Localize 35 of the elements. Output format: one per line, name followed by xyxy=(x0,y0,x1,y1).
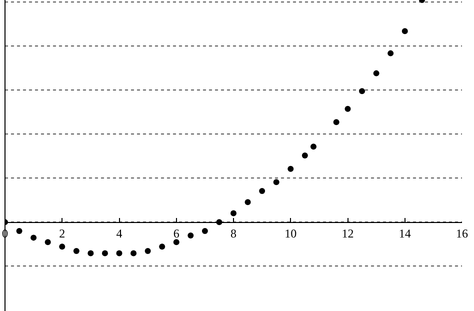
point xyxy=(130,250,137,256)
point xyxy=(159,244,166,250)
point xyxy=(30,234,37,241)
point xyxy=(402,28,408,34)
point xyxy=(388,50,394,56)
point xyxy=(188,232,194,238)
x-tick-label: 10 xyxy=(284,226,297,241)
point xyxy=(244,199,251,206)
point xyxy=(302,152,308,158)
point xyxy=(173,239,180,246)
point xyxy=(310,144,316,150)
x-tick-label: 16 xyxy=(456,226,468,241)
point xyxy=(16,228,22,234)
point xyxy=(288,166,294,172)
point xyxy=(44,239,51,246)
point xyxy=(202,228,208,234)
x-tick-label: 4 xyxy=(116,226,122,241)
point xyxy=(116,250,122,256)
point xyxy=(144,248,151,254)
point xyxy=(259,188,266,194)
point xyxy=(373,70,380,76)
point xyxy=(88,250,94,256)
x-tick-label: 6 xyxy=(173,226,180,241)
point xyxy=(102,250,108,256)
point xyxy=(344,106,351,112)
point xyxy=(59,244,66,250)
point xyxy=(359,88,366,94)
point xyxy=(333,119,340,126)
point xyxy=(273,179,280,186)
x-tick-label: 14 xyxy=(398,226,411,241)
x-tick-label: 2 xyxy=(59,226,66,241)
x-tick-label: 12 xyxy=(342,226,354,241)
x-tick-label: 8 xyxy=(230,226,236,241)
point xyxy=(73,248,80,254)
point xyxy=(230,210,236,216)
